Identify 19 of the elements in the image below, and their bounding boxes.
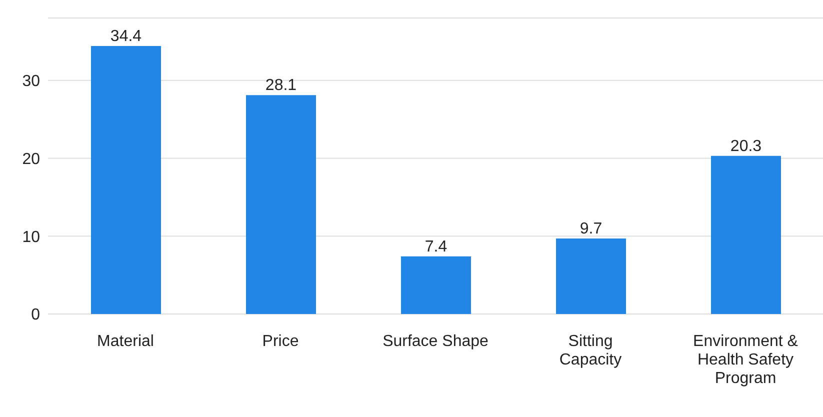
x-tick-label: Sitting Capacity [559,333,622,368]
data-label: 34.4 [110,28,142,46]
y-tick-label: 30 [22,72,40,90]
y-tick-label: 20 [22,150,40,168]
x-tick-label: Environment & Health Safety Program [693,333,798,387]
y-tick-label: 0 [31,306,40,324]
data-label: 9.7 [580,220,602,238]
bar [91,46,161,314]
bar [401,256,471,314]
bar [246,95,316,314]
bar [711,156,781,314]
y-tick-label: 10 [22,228,40,246]
bar [556,238,626,314]
data-label: 28.1 [265,77,297,94]
x-tick-label: Price [262,333,299,350]
data-label: 20.3 [730,138,762,155]
x-tick-label: Surface Shape [382,333,489,350]
x-tick-label: Material [97,333,154,350]
data-label: 7.4 [424,238,448,256]
